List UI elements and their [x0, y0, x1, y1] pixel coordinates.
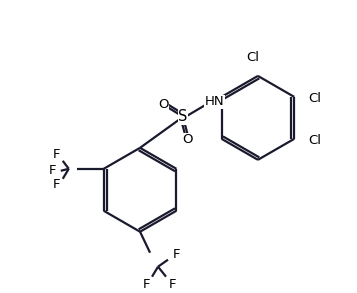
- Text: F: F: [168, 278, 176, 291]
- Text: HN: HN: [205, 96, 225, 108]
- Text: F: F: [53, 178, 61, 191]
- Text: F: F: [172, 248, 180, 261]
- Text: O: O: [183, 133, 193, 146]
- Text: S: S: [178, 109, 188, 124]
- Text: Cl: Cl: [308, 92, 321, 105]
- Text: Cl: Cl: [308, 134, 321, 147]
- Text: F: F: [53, 148, 61, 161]
- Text: O: O: [158, 98, 168, 111]
- Text: Cl: Cl: [246, 51, 260, 64]
- Text: F: F: [142, 278, 150, 291]
- Text: F: F: [49, 164, 56, 177]
